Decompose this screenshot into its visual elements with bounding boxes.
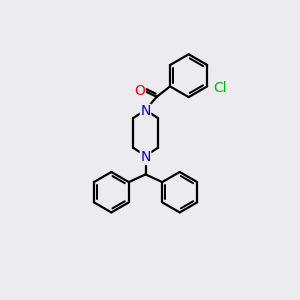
- Text: N: N: [140, 150, 151, 164]
- Text: Cl: Cl: [214, 81, 227, 95]
- Text: O: O: [134, 84, 145, 98]
- Text: N: N: [140, 104, 151, 118]
